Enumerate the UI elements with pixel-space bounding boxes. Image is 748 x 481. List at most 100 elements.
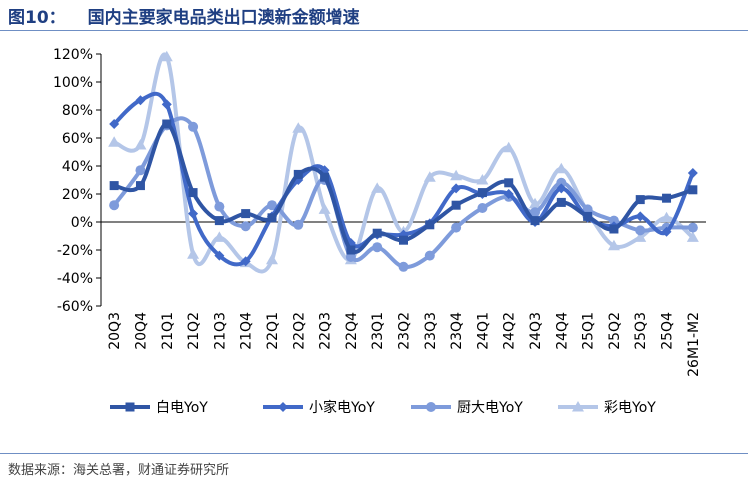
legend-label: 小家电YoY (309, 399, 375, 416)
series-1-point (162, 119, 172, 129)
x-tick-label: 22Q4 (344, 312, 360, 350)
x-tick-label: 24Q4 (554, 312, 570, 350)
line-chart: -60% -40% -20% 0% 20% 40% 60% 80% 100% 120% 20Q3 20… (53, 47, 706, 416)
series-1-point (688, 185, 698, 195)
series-4-point (423, 171, 436, 182)
source-note: 数据来源：海关总署，财通证券研究所 (8, 463, 230, 478)
series-3-point (608, 215, 619, 226)
series-4-point (292, 122, 305, 133)
series-1-point (293, 169, 303, 179)
series-2-point (214, 250, 225, 261)
series-1-point (346, 245, 356, 255)
series-3-point (424, 250, 435, 261)
series-4-point (502, 141, 515, 153)
series-2-point (503, 189, 514, 199)
series-4-point (213, 231, 226, 242)
series-1-point (214, 216, 224, 226)
x-tick-label: 21Q1 (160, 312, 176, 350)
series-1-point (609, 224, 619, 234)
series-3-point (372, 242, 383, 253)
series-2-point (687, 168, 698, 178)
series-3-point (188, 121, 199, 132)
series-2-point (635, 211, 646, 222)
x-tick-label: 22Q3 (318, 312, 334, 350)
series-4-point (187, 248, 200, 259)
legend-label: 厨大电YoY (457, 400, 523, 416)
x-tick-label: 24Q3 (528, 312, 544, 350)
series-3-point (293, 219, 304, 230)
series-3-point (398, 261, 409, 272)
series-3-point (109, 200, 120, 211)
series-4-point (476, 174, 489, 185)
x-tick-label: 20Q4 (133, 312, 149, 350)
y-tick-label: 120% (53, 47, 93, 63)
series-3-point (214, 201, 225, 212)
y-tick-label: 60% (62, 131, 93, 147)
series-4-point (265, 253, 278, 265)
series-4-point (529, 197, 542, 209)
x-tick-label: 22Q2 (291, 312, 307, 350)
series-1-point (583, 211, 593, 221)
series-1-point (530, 216, 540, 226)
series-2-point (188, 208, 199, 219)
x-tick-label: 21Q4 (239, 312, 255, 350)
series-4-point (686, 231, 699, 242)
series-3-point (451, 222, 462, 233)
series-4-point (660, 211, 673, 223)
y-tick-label: -20% (57, 243, 93, 259)
source-divider (0, 453, 748, 454)
series-4-point (634, 231, 647, 242)
x-tick-label: 20Q3 (107, 312, 123, 350)
series-1-point (556, 197, 566, 207)
series-4-point (450, 169, 463, 181)
series-3-point (240, 221, 251, 232)
series-1-point (135, 181, 145, 191)
series-3-point (687, 222, 698, 233)
series-4-point (318, 203, 331, 214)
series-3-point (635, 225, 646, 236)
y-tick-label: 80% (62, 103, 93, 119)
x-tick-label: 25Q1 (581, 312, 597, 350)
series-3-point (477, 203, 488, 213)
series-4-point (555, 162, 568, 174)
y-tick-label: -40% (57, 271, 93, 287)
series-4-point (607, 239, 620, 251)
x-tick-label: 22Q1 (265, 312, 281, 350)
series-1-point (662, 193, 672, 203)
series-1-point (635, 195, 645, 205)
figure-title: 图10： 国内主要家电品类出口澳新金额增速 (8, 3, 360, 28)
figure-label: 图10： (8, 8, 66, 28)
x-tick-label: 25Q4 (660, 312, 676, 350)
series-2-point (240, 256, 251, 267)
legend-label: 彩电YoY (604, 400, 656, 416)
series-4-point (160, 50, 173, 62)
series-4-point (371, 182, 384, 193)
series-3-point (135, 165, 146, 176)
title-divider (0, 30, 748, 31)
series-1-point (451, 200, 461, 210)
legend-swatch-marker (278, 402, 288, 412)
y-tick-label: -60% (57, 299, 93, 315)
series-3-point (266, 200, 277, 211)
series-1-point (267, 213, 277, 223)
series-1-point (241, 209, 251, 219)
legend-swatch-marker (572, 401, 584, 412)
series-2-point (109, 119, 120, 129)
series-2-point (661, 226, 672, 237)
x-tick-label: 23Q2 (397, 312, 413, 350)
series-4-point (108, 136, 121, 147)
series-1-point (399, 235, 408, 245)
x-tick-label: 23Q3 (423, 312, 439, 350)
y-tick-label: 20% (62, 187, 93, 203)
x-tick-label: 24Q2 (502, 312, 518, 350)
series-line-3 (112, 116, 695, 269)
series-1-point (504, 178, 514, 188)
series-3-point (530, 207, 541, 218)
y-tick-label: 40% (62, 159, 93, 175)
x-tick-label: 23Q1 (370, 312, 386, 350)
series-1-point (109, 181, 119, 191)
series-1-point (425, 220, 435, 230)
y-tick-label: 100% (53, 75, 93, 91)
x-tick-label: 21Q2 (186, 312, 202, 350)
legend-swatch-marker (125, 402, 135, 412)
